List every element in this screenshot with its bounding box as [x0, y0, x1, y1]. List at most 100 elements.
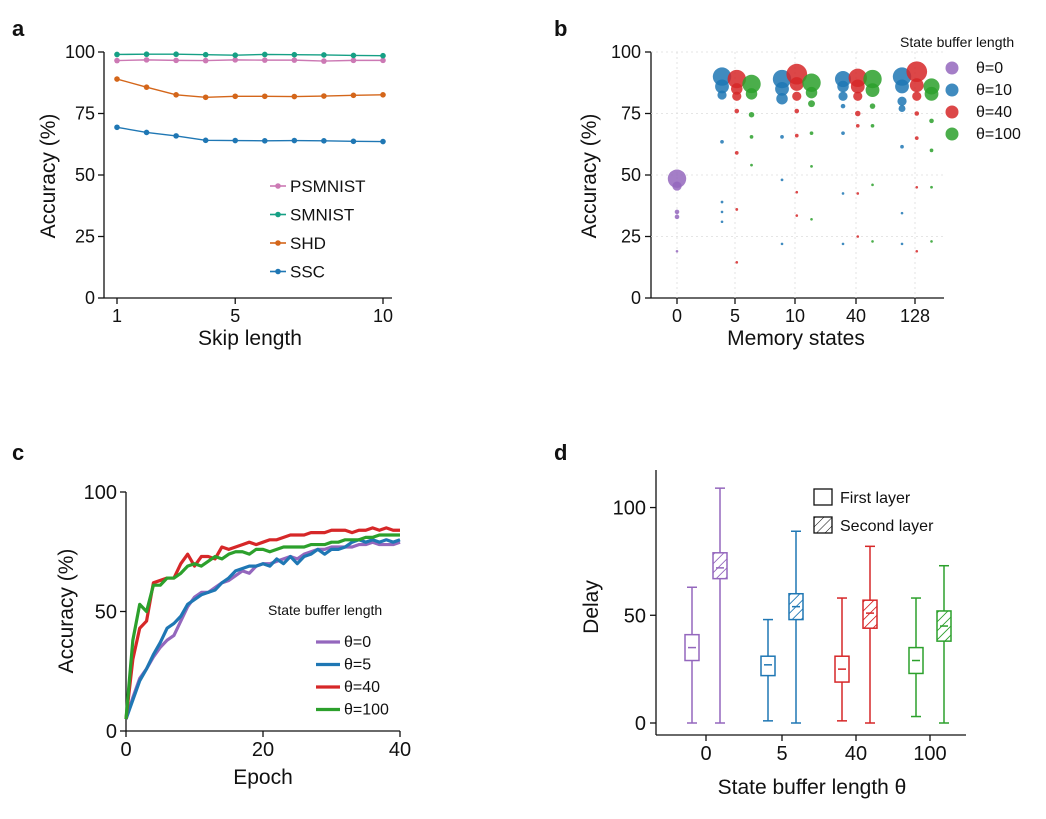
panel-a-point-smnist: [380, 52, 386, 59]
panel-b-x-tick-label: 128: [900, 306, 930, 326]
panel-b-point-40: [792, 91, 802, 101]
panel-a-x-tick-label: 5: [230, 306, 240, 326]
panel-b-point-0: [674, 214, 680, 220]
panel-c-line-100: [124, 533, 400, 720]
panel-c-legend-label-40: θ=40: [344, 679, 380, 696]
panel-b-point-100: [750, 163, 753, 167]
panel-a-point-psmnist: [114, 57, 120, 64]
panel-c-legend-label-100: θ=100: [344, 702, 389, 719]
panel-a-y-tick-label: 0: [85, 288, 95, 308]
panel-b-point-10: [900, 211, 904, 215]
panel-a-point-ssc: [114, 124, 120, 131]
panel-b-point-100: [871, 240, 874, 243]
panel-a-skip-length-chart: 0 25 50 75 100 1 5 10 Skip length Accuracy (%)…: [37, 42, 393, 350]
panel-b-point-40: [855, 123, 860, 128]
panel-b-y-tick-label: 0: [631, 288, 641, 308]
panel-c-x-tick-label: 20: [252, 739, 274, 761]
panel-a-legend-label-psmnist: PSMNIST: [290, 177, 366, 196]
panel-b-point-100: [863, 69, 882, 89]
panel-a-point-psmnist: [321, 58, 327, 64]
panel-a-point-ssc: [202, 137, 209, 144]
panel-b-point-100: [809, 131, 814, 136]
panel-a-line-smnist: [116, 53, 384, 57]
panel-d-theta-100-second-layer-hatch: [936, 610, 949, 623]
panel-a-line-psmnist: [116, 59, 383, 62]
panel-a-point-ssc: [291, 137, 298, 144]
panel-b-point-40: [732, 91, 742, 101]
panel-a-point-shd: [232, 93, 239, 100]
panel-c-x-tick-label: 40: [389, 739, 411, 761]
panel-d-theta-100-second-layer-hatch: [936, 610, 940, 614]
panel-d-theta-0-second-layer-hatch: [712, 558, 728, 574]
panel-d-legend-second-layer-swatch: [813, 516, 833, 534]
panel-b-point-40: [915, 186, 919, 189]
panel-b-point-40: [794, 108, 800, 114]
panel-d-theta-0-second-layer-hatch: [715, 567, 728, 579]
panel-b-point-40: [855, 110, 861, 117]
panel-d-delay-boxplot: 0 50 100 0 5 40 100 State buffer length θ Del…: [580, 470, 966, 799]
panel-a-point-shd: [350, 92, 357, 99]
panel-b-point-100: [869, 103, 876, 109]
panel-b-point-100: [745, 88, 758, 100]
panel-a-legend-marker-smnist: [275, 211, 281, 218]
panel-c-epoch-chart: 0 50 100 0 20 40 Epoch Accuracy (%) State bu…: [55, 482, 411, 789]
panel-b-point-40: [794, 133, 799, 138]
panel-b-point-10: [717, 90, 727, 100]
panel-a-point-shd: [291, 93, 298, 100]
panel-b-point-40: [856, 235, 860, 238]
panel-b-memory-states-chart: 0 25 50 75 100 0 5 10 40 128 Memory states Accur…: [578, 34, 1021, 350]
panel-b-point-40: [915, 249, 919, 253]
panel-a-line-shd: [116, 78, 384, 98]
panel-b-point-100: [748, 111, 755, 118]
panel-b-point-100: [810, 217, 813, 221]
panel-letter-d: d: [554, 440, 567, 465]
panel-b-point-0: [672, 181, 682, 191]
panel-a-point-psmnist: [232, 57, 239, 63]
panel-letter-b: b: [554, 16, 567, 41]
panel-d-theta-100-second-layer-hatch: [944, 634, 952, 642]
panel-b-point-100: [929, 118, 934, 124]
panel-a-legend-marker-ssc: [275, 268, 281, 275]
panel-b-point-40: [856, 192, 860, 195]
panel-b-point-100: [808, 100, 815, 108]
panel-b-point-10: [715, 79, 729, 94]
panel-a-point-psmnist: [350, 57, 357, 64]
panel-b-legend-label-10: θ=10: [976, 82, 1012, 99]
panel-b-point-10: [841, 131, 845, 136]
panel-b-x-tick-label: 40: [846, 306, 866, 326]
panel-b-point-40: [727, 69, 746, 89]
panel-b-point-10: [720, 139, 724, 144]
panel-a-point-psmnist: [173, 57, 179, 64]
panel-b-point-40: [853, 91, 863, 101]
panel-d-y-tick-label: 50: [624, 605, 646, 627]
panel-b-y-tick-label: 100: [611, 42, 641, 62]
panel-a-point-shd: [321, 93, 327, 99]
panel-b-point-40: [795, 190, 799, 194]
panel-b-point-10: [898, 105, 906, 113]
panel-d-legend-first-layer-label: First layer: [840, 490, 911, 507]
panel-b-point-40: [786, 63, 808, 85]
panel-b-point-100: [742, 74, 761, 94]
panel-a-point-smnist: [114, 51, 120, 58]
panel-b-point-0: [674, 209, 680, 215]
panel-b-point-40: [909, 78, 924, 93]
panel-b-point-40: [735, 261, 739, 264]
panel-b-point-100: [930, 185, 933, 189]
panel-b-point-10: [895, 79, 909, 94]
panel-b-point-100: [810, 165, 813, 168]
panel-c-y-label: Accuracy (%): [55, 549, 78, 674]
panel-a-point-shd: [202, 94, 209, 101]
panel-a-point-smnist: [202, 51, 209, 58]
panel-b-x-tick-label: 0: [672, 306, 682, 326]
panel-b-point-10: [838, 91, 848, 101]
panel-a-point-ssc: [173, 133, 179, 139]
panel-b-legend-title: State buffer length: [900, 34, 1014, 50]
panel-a-point-smnist: [321, 52, 327, 58]
panel-a-point-smnist: [143, 51, 150, 58]
panel-b-point-100: [924, 86, 939, 101]
panel-b-point-0: [667, 169, 687, 188]
panel-a-x-label: Skip length: [198, 327, 302, 350]
panel-d-legend-second-layer-label: Second layer: [840, 518, 934, 535]
panel-d-theta-5-second-layer-hatch: [788, 593, 801, 606]
panel-b-point-10: [776, 92, 788, 105]
